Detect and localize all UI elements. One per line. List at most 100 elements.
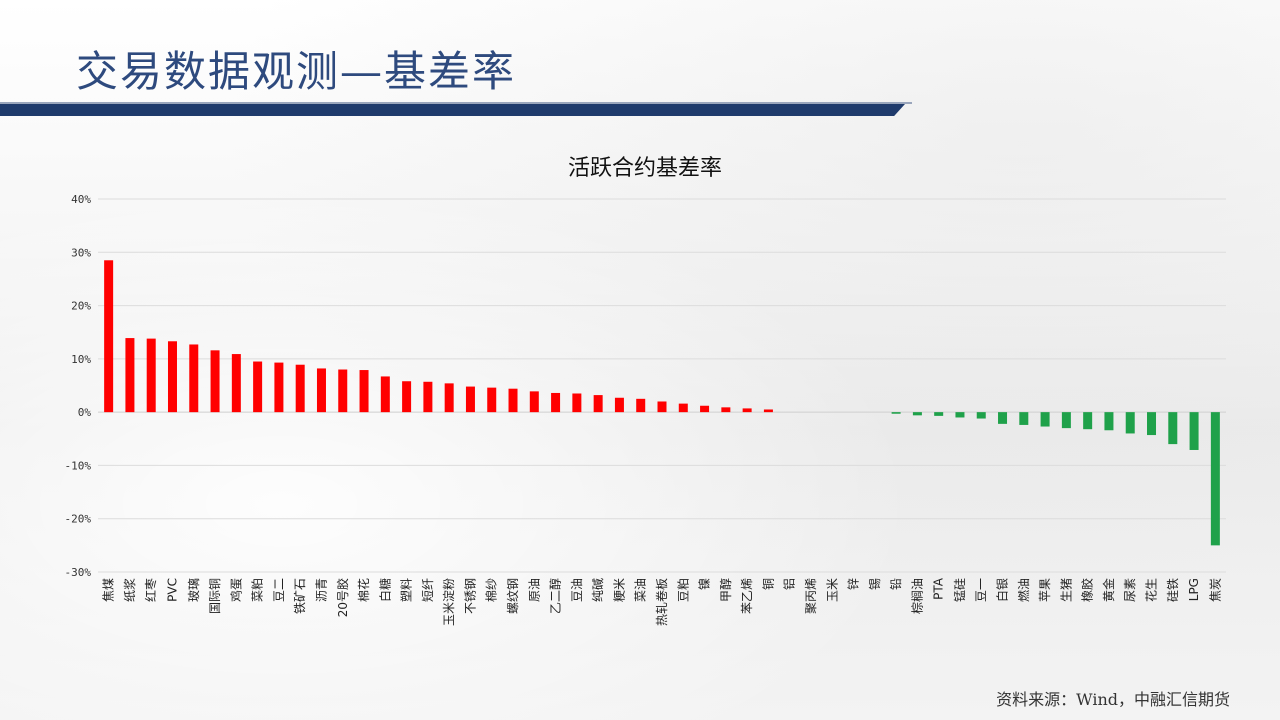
y-tick-label: 0% bbox=[78, 406, 92, 419]
x-tick-label: 硅铁 bbox=[1166, 578, 1180, 602]
x-tick-label: 燃油 bbox=[1016, 578, 1031, 602]
data-source-note: 资料来源：Wind，中融汇信期货 bbox=[996, 690, 1230, 709]
bar-尿素 bbox=[1125, 412, 1135, 434]
x-tick-label: 热轧卷板 bbox=[654, 578, 669, 626]
x-tick-label: 20号胶 bbox=[335, 578, 350, 617]
bar-生猪 bbox=[1061, 412, 1071, 429]
bar-苯乙烯 bbox=[742, 408, 752, 413]
bar-白糖 bbox=[380, 376, 390, 413]
x-tick-label: 沥青 bbox=[314, 578, 328, 602]
y-tick-label: 20% bbox=[71, 300, 91, 313]
x-tick-label: 螺纹钢 bbox=[506, 578, 520, 614]
bar-PTA bbox=[934, 412, 944, 416]
x-tick-label: 甲醇 bbox=[718, 578, 733, 602]
x-tick-label: 不锈钢 bbox=[463, 578, 477, 614]
bar-甲醇 bbox=[721, 407, 731, 413]
x-tick-label: 玉米 bbox=[825, 578, 839, 602]
x-tick-label: 铜 bbox=[760, 578, 775, 590]
x-tick-label: 玉米淀粉 bbox=[442, 578, 456, 626]
x-tick-label: 焦煤 bbox=[102, 578, 116, 602]
title-divider-bar bbox=[0, 104, 905, 116]
x-tick-label: 橡胶 bbox=[1080, 578, 1095, 602]
x-axis: 焦煤 纸浆 红枣 PVC 玻璃 国际铜 鸡蛋 菜粕 豆二 铁矿石 沥青 20号胶 棉花 白糖 塑料 短纤 玉米淀… bbox=[102, 577, 1223, 626]
bar-棕榈油 bbox=[912, 412, 922, 416]
x-tick-label: 生猪 bbox=[1059, 578, 1073, 602]
bar-沥青 bbox=[316, 368, 326, 413]
bar-焦煤 bbox=[104, 260, 114, 413]
bar-白银 bbox=[998, 412, 1008, 424]
x-tick-label: 黄金 bbox=[1101, 578, 1116, 602]
x-tick-label: 鸡蛋 bbox=[228, 578, 243, 602]
x-tick-label: 白糖 bbox=[377, 578, 392, 602]
bar-螺纹钢 bbox=[508, 388, 518, 413]
page-title: 交易数据观测—基差率 bbox=[76, 47, 517, 96]
bar-PVC bbox=[167, 341, 177, 413]
bar-棉纱 bbox=[487, 387, 497, 413]
bar-原油 bbox=[529, 391, 539, 413]
x-tick-label: 棉花 bbox=[356, 578, 371, 602]
bar-20号胶 bbox=[338, 369, 348, 413]
x-tick-label: 聚丙烯 bbox=[804, 578, 818, 614]
bar-豆粕 bbox=[678, 403, 688, 413]
bar-短纤 bbox=[423, 381, 433, 413]
bar-乙二醇 bbox=[551, 392, 561, 413]
bar-纯碱 bbox=[593, 395, 603, 413]
bar-橡胶 bbox=[1083, 412, 1093, 430]
x-tick-label: 铝 bbox=[782, 578, 797, 590]
x-tick-label: 锡 bbox=[867, 578, 882, 590]
x-tick-label: 纸浆 bbox=[122, 578, 137, 602]
chart-gridlines bbox=[98, 198, 1226, 573]
bar-玉米淀粉 bbox=[444, 383, 454, 413]
bar-棉花 bbox=[359, 370, 369, 413]
x-tick-label: 菜油 bbox=[634, 578, 648, 602]
bar-铁矿石 bbox=[295, 364, 305, 413]
y-tick-label: -30% bbox=[65, 566, 92, 579]
y-tick-label: -20% bbox=[65, 513, 92, 526]
bar-国际铜 bbox=[210, 350, 220, 413]
bar-花生 bbox=[1147, 412, 1157, 436]
bar-硅铁 bbox=[1168, 412, 1178, 445]
x-tick-label: 锌 bbox=[847, 578, 861, 590]
bar-黄金 bbox=[1104, 412, 1114, 431]
x-tick-label: 白银 bbox=[995, 578, 1010, 602]
bar-苹果 bbox=[1040, 412, 1050, 427]
bar-铜 bbox=[763, 409, 773, 413]
x-tick-label: PVC bbox=[165, 578, 179, 602]
x-tick-label: LPG bbox=[1187, 578, 1201, 601]
x-tick-label: 豆一 bbox=[974, 578, 988, 602]
x-tick-label: 棕榈油 bbox=[909, 578, 924, 614]
x-tick-label: 苹果 bbox=[1038, 578, 1052, 602]
x-tick-label: 豆油 bbox=[570, 578, 584, 602]
y-tick-label: -10% bbox=[65, 459, 92, 472]
x-tick-label: 菜粕 bbox=[250, 578, 265, 602]
x-tick-label: 豆二 bbox=[272, 578, 286, 602]
x-tick-label: 铅 bbox=[889, 578, 903, 590]
bar-菜粕 bbox=[253, 361, 263, 413]
bar-纸浆 bbox=[125, 338, 135, 413]
y-tick-label: 30% bbox=[71, 246, 91, 259]
bar-豆油 bbox=[572, 393, 582, 413]
chart-title: 活跃合约基差率 bbox=[568, 156, 722, 181]
x-tick-label: 苯乙烯 bbox=[740, 578, 754, 614]
x-tick-label: 乙二醇 bbox=[548, 578, 563, 614]
y-axis: 40% 30% 20% 10% 0% -10% -20% -30% bbox=[65, 193, 92, 579]
x-tick-label: 短纤 bbox=[421, 578, 435, 602]
x-tick-label: 国际铜 bbox=[207, 578, 222, 614]
x-tick-label: 塑料 bbox=[399, 578, 414, 602]
x-tick-label: 原油 bbox=[527, 578, 541, 602]
bar-不锈钢 bbox=[465, 386, 475, 413]
bar-塑料 bbox=[402, 381, 412, 413]
bar-热轧卷板 bbox=[657, 401, 667, 413]
x-tick-label: PTA bbox=[932, 577, 946, 600]
x-tick-label: 粳米 bbox=[612, 578, 626, 602]
bar-粳米 bbox=[614, 397, 624, 413]
x-tick-label: 棉纱 bbox=[485, 578, 499, 602]
bar-LPG bbox=[1189, 412, 1199, 450]
bar-铅 bbox=[891, 412, 901, 414]
y-tick-label: 10% bbox=[71, 353, 91, 366]
bar-燃油 bbox=[1019, 412, 1029, 425]
x-tick-label: 纯碱 bbox=[591, 578, 605, 602]
bar-玻璃 bbox=[189, 344, 199, 413]
y-tick-label: 40% bbox=[71, 193, 91, 206]
x-tick-label: 花生 bbox=[1144, 578, 1159, 602]
